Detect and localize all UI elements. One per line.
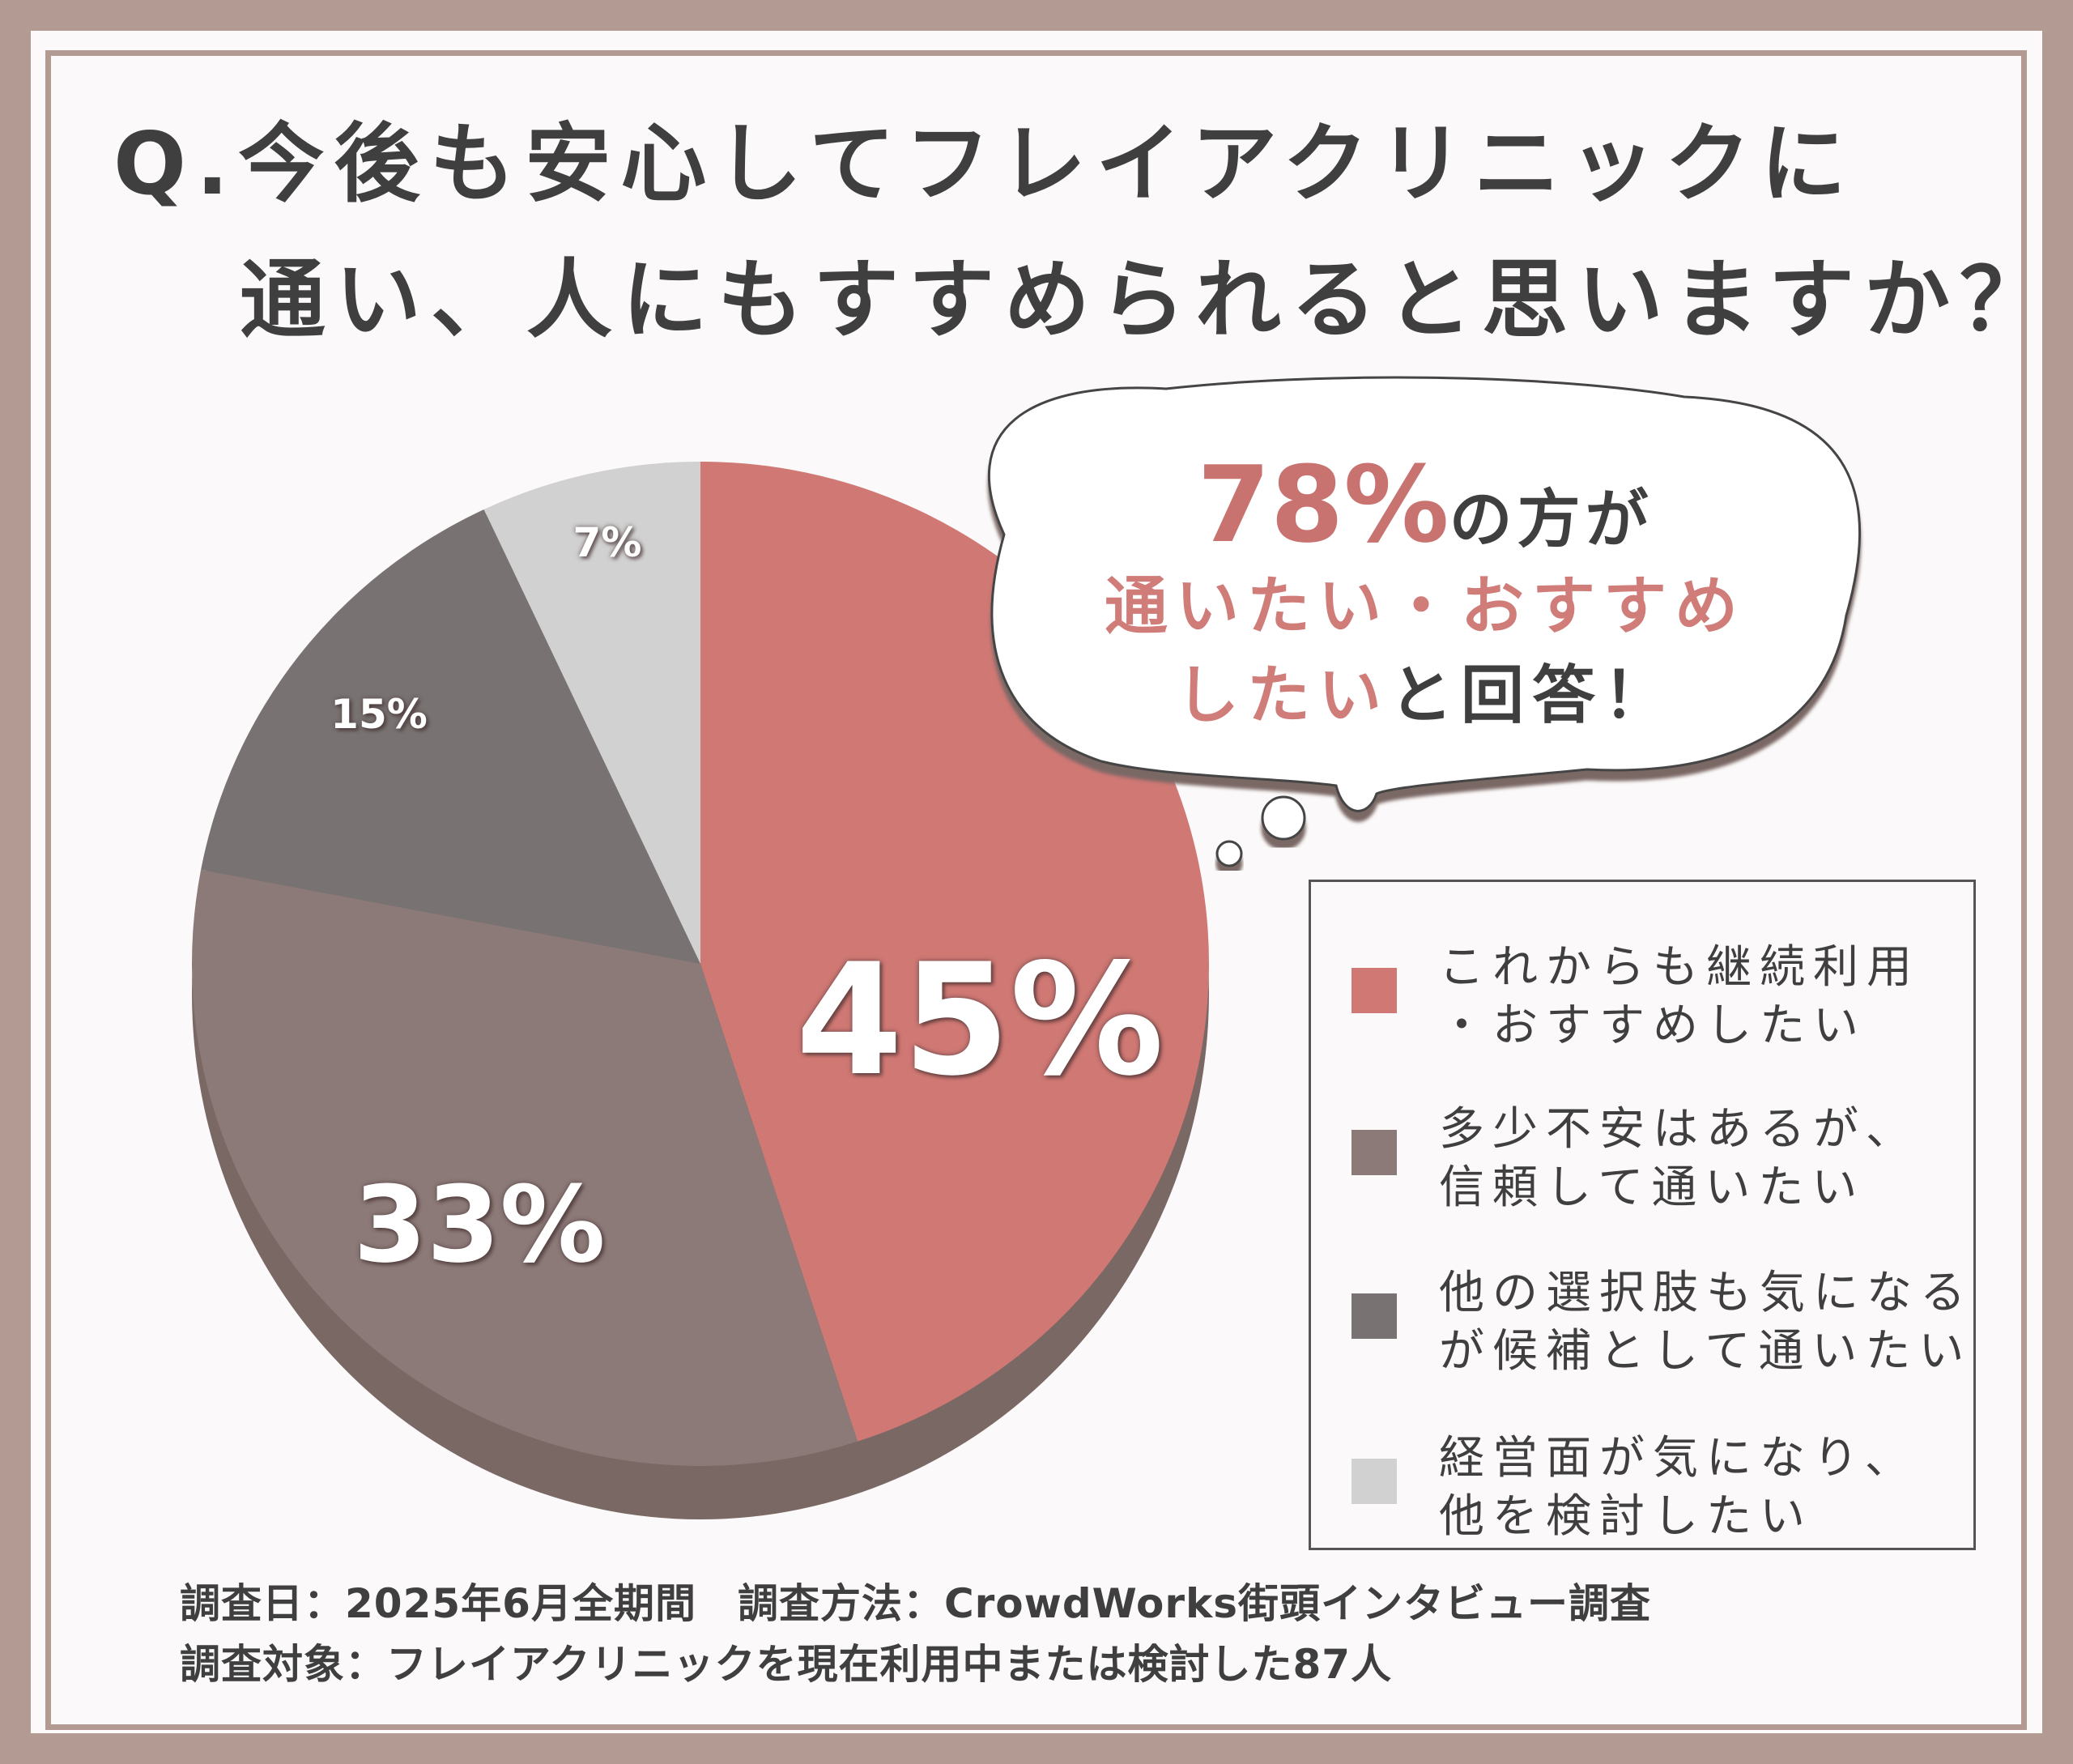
- callout-suffix: の方が: [1449, 484, 1654, 556]
- legend-swatch-trust: [1351, 1130, 1397, 1175]
- slice-trust: [192, 869, 858, 1466]
- callout-line-3: したいと回答！: [1020, 664, 1830, 727]
- slice-label-trust: 33%: [353, 1163, 606, 1286]
- callout-highlight-tail: したい: [1175, 659, 1390, 732]
- legend-swatch-other-options: [1351, 1293, 1397, 1339]
- chart-title-line-1: Q.今後も安心してフレイアクリニックに: [113, 114, 1856, 214]
- legend: これからも継続利用 ・おすすめしたい 多少不安はあるが、 信頼して通いたい 他の選択…: [1309, 880, 1976, 1550]
- survey-info-line-2: 調査対象：フレイアクリニックを現在利用中または検討した87人: [180, 1641, 1393, 1688]
- slice-label-other-options: 15%: [330, 691, 428, 738]
- slice-consider-other: [483, 462, 700, 964]
- legend-swatch-consider-other: [1351, 1459, 1397, 1504]
- chart-title-line-2: 通い、人にもすすめられると思いますか？: [240, 250, 2055, 350]
- callout-highlight-line: 通いたい・おすすめ: [1104, 570, 1746, 643]
- legend-label-continue: これからも継続利用 ・おすすめしたい: [1439, 941, 1920, 1052]
- callout-percentage: 78%: [1197, 443, 1449, 566]
- slice-label-consider-other: 7%: [573, 519, 642, 566]
- slice-label-continue: 45%: [795, 931, 1164, 1110]
- legend-label-other-options: 他の選択肢も気になる が候補として通いたい: [1439, 1267, 1973, 1378]
- legend-swatch-continue: [1351, 968, 1397, 1013]
- survey-info-line-1: 調査日：2025年6月全期間 調査方法：CrowdWorks街頭インタビュー調査: [180, 1580, 1652, 1627]
- callout-line-1: 78%の方が: [1020, 452, 1830, 557]
- legend-label-consider-other: 経営面が気になり、 他を検討したい: [1439, 1432, 1918, 1543]
- slice-other-options: [201, 509, 701, 964]
- legend-label-trust: 多少不安はあるが、 信頼して通いたい: [1439, 1103, 1919, 1214]
- callout-rest: と回答！: [1390, 659, 1675, 732]
